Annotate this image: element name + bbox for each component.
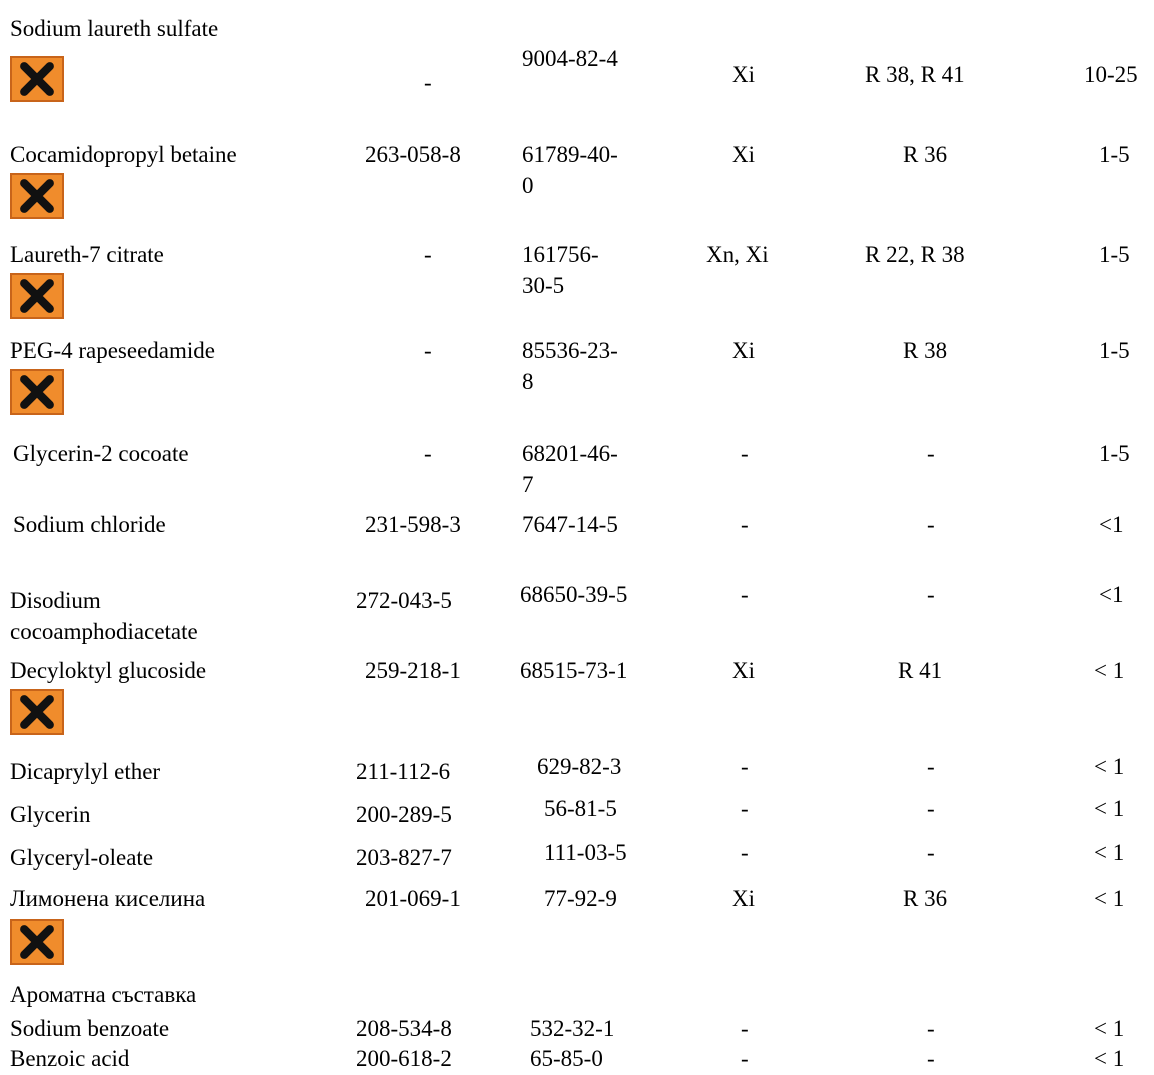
ingredient-name: Decyloktyl glucoside — [10, 658, 207, 683]
hazard-class: Xi — [732, 62, 755, 87]
ec-number: - — [424, 242, 432, 267]
concentration: < 1 — [1094, 840, 1125, 865]
cas-number: 65-85-0 — [530, 1046, 603, 1071]
concentration: <1 — [1099, 582, 1124, 607]
ingredient-name-line1: Disodium — [10, 588, 101, 613]
concentration: < 1 — [1094, 886, 1125, 911]
hazard-class: - — [741, 796, 749, 821]
cas-number-line2: 30-5 — [522, 273, 565, 298]
hazard-class: Xi — [732, 338, 755, 363]
concentration: 10-25 — [1084, 62, 1138, 87]
ec-number: 208-534-8 — [356, 1016, 452, 1041]
cas-number-line2: 0 — [522, 173, 534, 198]
ingredient-name: Glycerin-2 cocoate — [13, 441, 189, 466]
cas-number: 629-82-3 — [537, 754, 622, 779]
concentration: 1-5 — [1099, 338, 1130, 363]
ingredient-name: Cocamidopropyl betaine — [10, 142, 237, 167]
risk-phrases: - — [927, 796, 935, 821]
irritant-x-icon — [10, 369, 64, 415]
risk-phrases: R 41 — [898, 658, 943, 683]
cas-number: 532-32-1 — [530, 1016, 615, 1041]
ingredient-name: Dicaprylyl ether — [10, 759, 161, 784]
irritant-x-icon — [10, 56, 64, 102]
risk-phrases: - — [927, 840, 935, 865]
ec-number: 272-043-5 — [356, 588, 452, 613]
cas-number: 68650-39-5 — [520, 582, 628, 607]
ec-number: 200-618-2 — [356, 1046, 452, 1071]
risk-phrases: R 36 — [903, 886, 948, 911]
ec-number: 203-827-7 — [356, 845, 452, 870]
concentration: 1-5 — [1099, 142, 1130, 167]
ingredient-name: PEG-4 rapeseedamide — [10, 338, 216, 363]
ingredient-name-line2: cocoamphodiacetate — [10, 619, 198, 644]
ingredient-name: Benzoic acid — [10, 1046, 130, 1071]
cas-number: 7647-14-5 — [522, 512, 618, 537]
ingredient-name: Laureth-7 citrate — [10, 242, 164, 267]
ec-number: 200-289-5 — [356, 802, 452, 827]
risk-phrases: R 38 — [903, 338, 948, 363]
irritant-x-icon — [10, 689, 64, 735]
hazard-class: - — [741, 754, 749, 779]
risk-phrases: - — [927, 582, 935, 607]
risk-phrases: - — [927, 754, 935, 779]
ingredient-name: Лимонена киселина — [10, 886, 206, 911]
ec-number: 263-058-8 — [365, 142, 461, 167]
ingredient-name: Glyceryl-oleate — [10, 845, 154, 870]
hazard-class: - — [741, 582, 749, 607]
concentration: < 1 — [1094, 796, 1125, 821]
cas-number-line1: 68201-46- — [522, 441, 618, 466]
concentration: <1 — [1099, 512, 1124, 537]
ingredient-name: Glycerin — [10, 802, 91, 827]
hazard-class: Xi — [732, 886, 755, 911]
ec-number: 259-218-1 — [365, 658, 461, 683]
concentration: 1-5 — [1099, 441, 1130, 466]
cas-number: 77-92-9 — [544, 886, 617, 911]
cas-number-line1: 61789-40- — [522, 142, 618, 167]
ec-number: - — [424, 70, 432, 95]
ingredient-name: Sodium chloride — [13, 512, 166, 537]
concentration: 1-5 — [1099, 242, 1130, 267]
hazard-class: - — [741, 512, 749, 537]
cas-number-line2: 7 — [522, 472, 534, 497]
concentration: < 1 — [1094, 1016, 1125, 1041]
irritant-x-icon — [10, 173, 64, 219]
risk-phrases: - — [927, 1016, 935, 1041]
risk-phrases: R 36 — [903, 142, 948, 167]
cas-number-line2: 8 — [522, 369, 534, 394]
concentration: < 1 — [1094, 1046, 1125, 1071]
ec-number: 211-112-6 — [356, 759, 451, 784]
hazard-class: Xi — [732, 142, 755, 167]
concentration: < 1 — [1094, 658, 1125, 683]
cas-number: 56-81-5 — [544, 796, 617, 821]
cas-number: 68515-73-1 — [520, 658, 628, 683]
ec-number: 201-069-1 — [365, 886, 461, 911]
risk-phrases: - — [927, 1046, 935, 1071]
risk-phrases: - — [927, 512, 935, 537]
ingredient-name: Ароматна съставка — [10, 982, 197, 1007]
cas-number-line1: 85536-23- — [522, 338, 618, 363]
risk-phrases: R 22, R 38 — [865, 242, 965, 267]
hazard-class: - — [741, 1016, 749, 1041]
ec-number: - — [424, 441, 432, 466]
irritant-x-icon — [10, 919, 64, 965]
hazard-class: Xn, Xi — [706, 242, 769, 267]
cas-number: 9004-82-4 — [522, 46, 618, 71]
hazard-class: - — [741, 1046, 749, 1071]
ec-number: 231-598-3 — [365, 512, 461, 537]
ingredient-name: Sodium benzoate — [10, 1016, 170, 1041]
hazard-class: Xi — [732, 658, 755, 683]
ec-number: - — [424, 338, 432, 363]
ingredient-name: Sodium laureth sulfate — [10, 16, 219, 41]
cas-number: 111-03-5 — [544, 840, 627, 865]
risk-phrases: - — [927, 441, 935, 466]
irritant-x-icon — [10, 273, 64, 319]
hazard-class: - — [741, 441, 749, 466]
hazard-class: - — [741, 840, 749, 865]
cas-number-line1: 161756- — [522, 242, 599, 267]
concentration: < 1 — [1094, 754, 1125, 779]
risk-phrases: R 38, R 41 — [865, 62, 965, 87]
